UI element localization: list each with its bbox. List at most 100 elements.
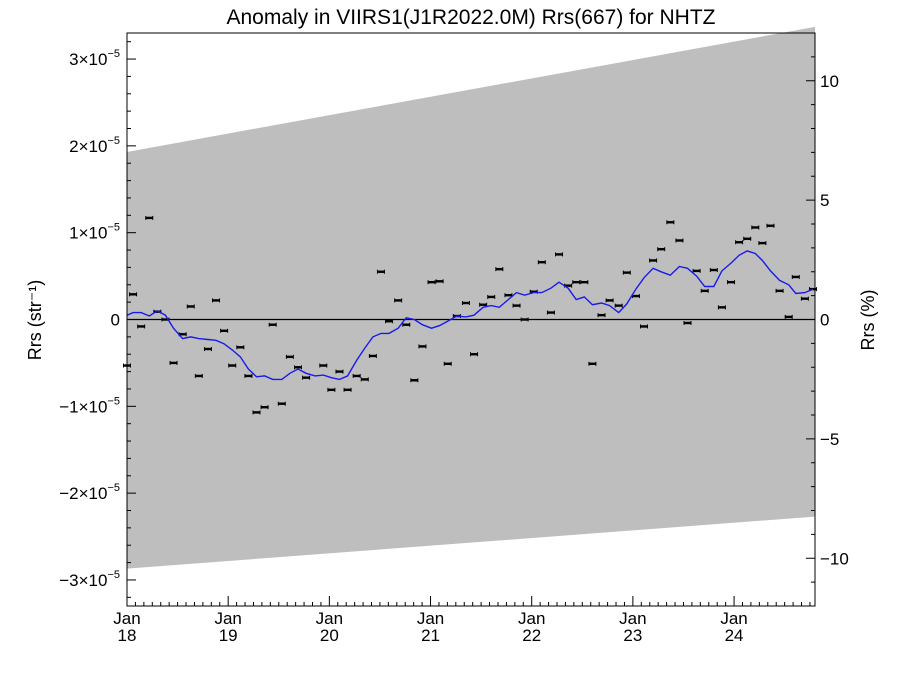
data-point-25 [335, 369, 344, 374]
data-point-13 [228, 363, 237, 368]
axes: 3×10−5 2×10−5 1×10−5 0 −1×10−5 −2×10−5 −3×10−5… [59, 32, 849, 645]
data-point-12 [220, 328, 229, 333]
y-axis-right-title: Rrs (%) [858, 290, 878, 351]
y-right-tick-label-4: −10 [820, 549, 849, 568]
y-right-tick-label-1: 5 [820, 191, 829, 210]
data-point-18 [268, 322, 277, 327]
data-point-76 [766, 223, 775, 228]
data-point-46 [512, 303, 521, 308]
data-point-58 [614, 303, 623, 308]
data-point-71 [727, 280, 736, 285]
data-point-31 [385, 319, 394, 324]
data-point-47 [520, 317, 529, 322]
data-point-70 [717, 305, 726, 310]
y-right-tick-label-2: 0 [820, 311, 829, 330]
data-point-68 [700, 288, 709, 293]
data-point-80 [800, 296, 809, 301]
chart-title: Anomaly in VIIRS1(J1R2022.0M) Rrs(667) f… [227, 6, 716, 29]
data-point-9 [194, 373, 203, 378]
data-point-20 [285, 354, 294, 359]
data-point-43 [487, 294, 496, 299]
data-point-14 [236, 345, 245, 350]
data-point-23 [319, 363, 328, 368]
data-point-24 [327, 387, 336, 392]
series-line [126, 250, 814, 381]
y-axis-left-title: Rrs (str⁻¹) [25, 280, 45, 360]
x-tick-label-year-3: 21 [421, 626, 440, 645]
data-point-54 [580, 280, 589, 285]
data-point-26 [343, 387, 352, 392]
data-point-10 [203, 347, 212, 352]
data-point-36 [427, 280, 436, 285]
y-left-tick-label-0: 3×10−5 [69, 48, 120, 69]
data-point-27 [352, 373, 361, 378]
data-point-16 [252, 410, 261, 415]
data-point-21 [293, 365, 302, 370]
data-point-79 [791, 274, 800, 279]
x-tick-label-year-6: 24 [725, 626, 744, 645]
data-point-53 [572, 280, 581, 285]
x-tick-label-month-2: Jan [316, 609, 343, 628]
y-right-tick-label-0: 10 [820, 72, 839, 91]
data-point-51 [555, 252, 564, 257]
data-point-66 [683, 320, 692, 325]
data-point-11 [212, 298, 221, 303]
data-point-41 [470, 352, 479, 357]
y-left-tick-label-4: −1×10−5 [59, 395, 120, 416]
data-point-56 [597, 313, 606, 318]
x-tick-label-month-3: Jan [417, 609, 444, 628]
data-point-32 [394, 298, 403, 303]
data-point-73 [743, 236, 752, 241]
data-point-50 [546, 310, 555, 315]
data-point-62 [649, 258, 658, 263]
x-tick-label-year-2: 20 [320, 626, 339, 645]
data-point-38 [443, 361, 452, 366]
y-left-tick-label-6: −3×10−5 [59, 569, 120, 590]
data-point-77 [775, 288, 784, 293]
data-point-59 [622, 270, 631, 275]
data-point-74 [751, 225, 760, 230]
data-point-75 [758, 241, 767, 246]
data-point-30 [376, 269, 385, 274]
y-left-tick-label-3: 0 [111, 311, 120, 330]
data-point-57 [605, 298, 614, 303]
x-tick-label-year-1: 19 [219, 626, 238, 645]
data-point-8 [186, 304, 195, 309]
x-tick-label-year-0: 18 [118, 626, 137, 645]
data-point-69 [709, 268, 718, 273]
data-point-29 [368, 353, 377, 358]
x-tick-label-month-6: Jan [720, 609, 747, 628]
x-tick-label-month-1: Jan [214, 609, 241, 628]
data-point-35 [418, 344, 427, 349]
data-point-34 [410, 378, 419, 383]
data-point-17 [260, 405, 269, 410]
data-point-78 [784, 314, 793, 319]
data-point-72 [735, 240, 744, 245]
plot-area [123, 26, 817, 569]
data-point-49 [537, 260, 546, 265]
x-tick-label-year-5: 23 [623, 626, 642, 645]
data-point-19 [277, 401, 286, 406]
y-left-tick-label-2: 1×10−5 [69, 222, 120, 243]
data-point-65 [675, 238, 684, 243]
data-point-3 [145, 215, 154, 220]
data-point-44 [495, 267, 504, 272]
data-point-55 [588, 361, 597, 366]
data-point-61 [640, 324, 649, 329]
data-point-6 [169, 360, 178, 365]
x-tick-label-month-0: Jan [113, 609, 140, 628]
data-point-37 [435, 279, 444, 284]
data-point-2 [137, 324, 146, 329]
y-left-tick-label-1: 2×10−5 [69, 135, 120, 156]
data-point-28 [360, 377, 369, 382]
x-tick-label-month-4: Jan [518, 609, 545, 628]
y-left-tick-label-5: −2×10−5 [59, 482, 120, 503]
x-tick-label-year-4: 22 [522, 626, 541, 645]
data-point-22 [302, 375, 311, 380]
y-right-tick-label-3: −5 [820, 430, 839, 449]
data-point-15 [244, 373, 253, 378]
uncertainty-band [127, 26, 815, 569]
data-point-63 [657, 247, 666, 252]
x-tick-label-month-5: Jan [619, 609, 646, 628]
